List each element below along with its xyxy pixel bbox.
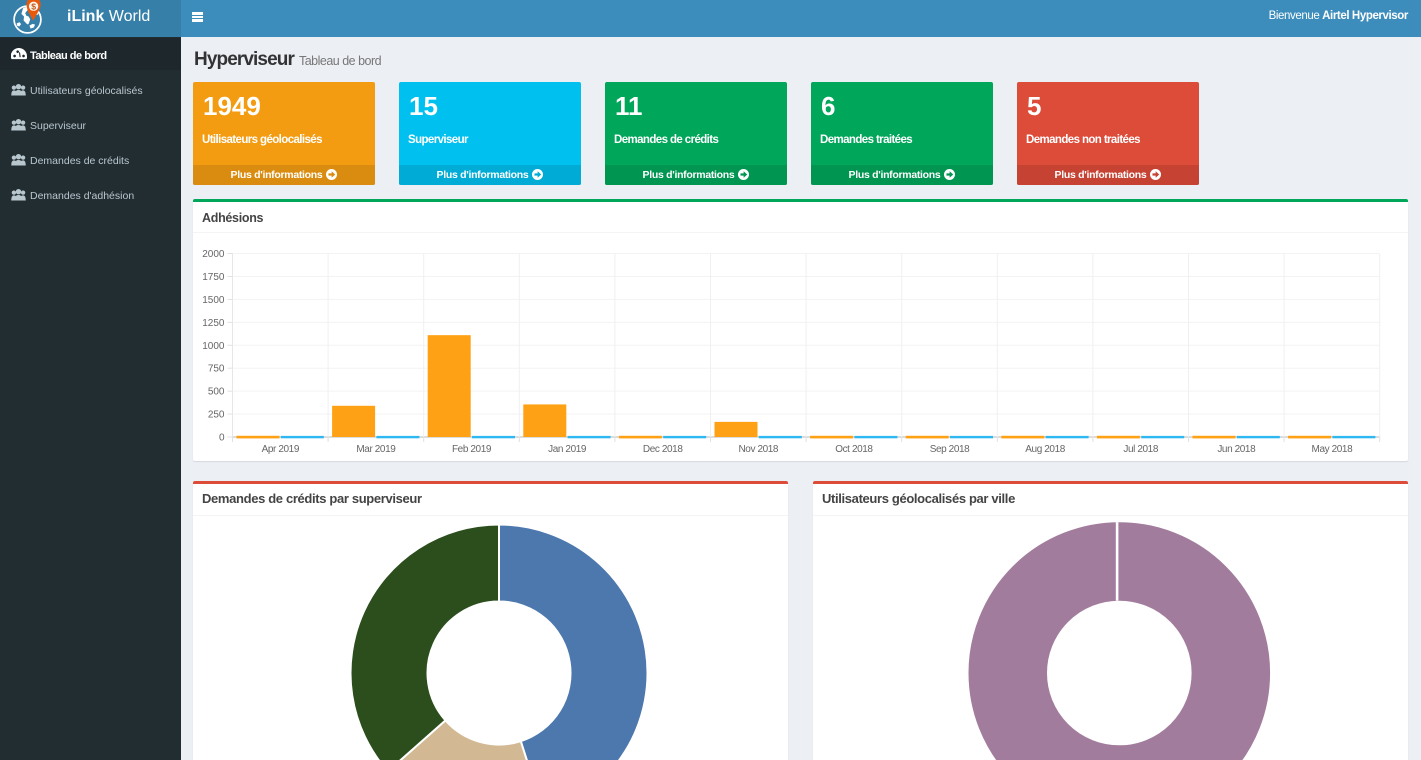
svg-text:May 2018: May 2018 — [1312, 444, 1354, 455]
svg-text:Mar 2019: Mar 2019 — [356, 444, 396, 455]
svg-text:1250: 1250 — [202, 318, 225, 329]
svg-text:Oct 2018: Oct 2018 — [835, 444, 873, 455]
svg-text:Sep 2018: Sep 2018 — [930, 444, 970, 455]
svg-text:Aug 2018: Aug 2018 — [1025, 444, 1065, 455]
svg-text:$: $ — [31, 1, 36, 11]
svg-text:Jul 2018: Jul 2018 — [1123, 444, 1158, 455]
svg-text:500: 500 — [208, 387, 225, 398]
svg-text:Dec 2018: Dec 2018 — [643, 444, 683, 455]
svg-text:2000: 2000 — [202, 249, 225, 260]
svg-text:Feb 2019: Feb 2019 — [452, 444, 492, 455]
svg-text:Apr 2019: Apr 2019 — [262, 444, 300, 455]
svg-text:Jan 2019: Jan 2019 — [548, 444, 587, 455]
svg-text:Jun 2018: Jun 2018 — [1217, 444, 1256, 455]
svg-text:1750: 1750 — [202, 272, 225, 283]
svg-text:1500: 1500 — [202, 295, 225, 306]
svg-text:1000: 1000 — [202, 341, 225, 352]
svg-text:750: 750 — [208, 364, 225, 375]
svg-text:0: 0 — [219, 433, 225, 444]
svg-text:Nov 2018: Nov 2018 — [738, 444, 778, 455]
svg-text:250: 250 — [208, 410, 225, 421]
